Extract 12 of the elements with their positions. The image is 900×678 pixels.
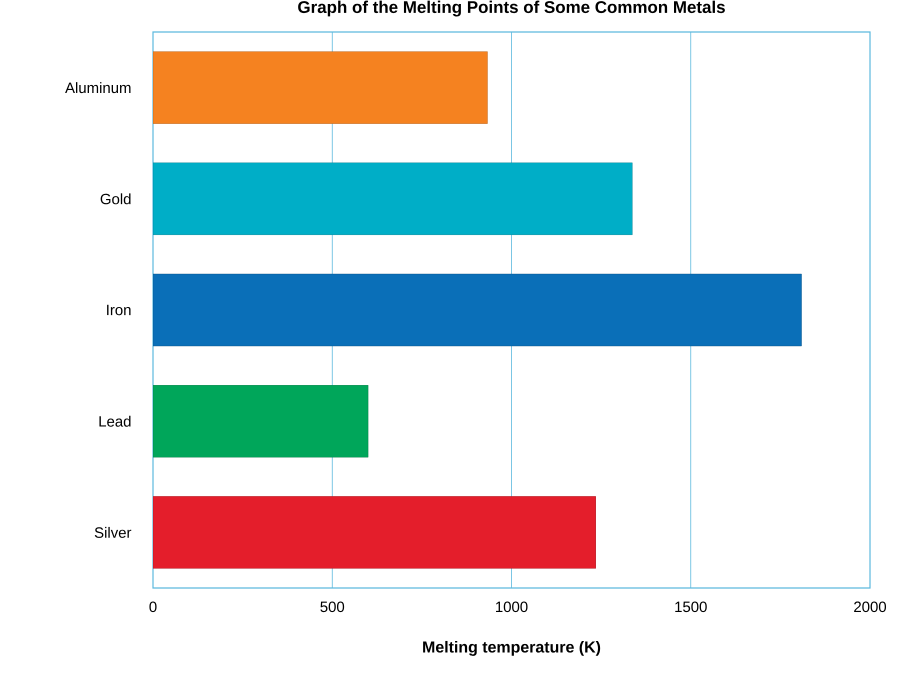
x-axis-title: Melting temperature (K) — [423, 640, 600, 656]
x-tick-label: 0 — [149, 602, 157, 612]
y-tick-label: Gold — [100, 193, 131, 204]
x-tick-label: 2000 — [854, 602, 886, 612]
y-tick-label: Lead — [99, 416, 131, 427]
y-tick-label: Silver — [94, 526, 132, 538]
x-tick-label: 1500 — [675, 602, 707, 612]
y-tick-label: Iron — [107, 304, 131, 316]
y-tick-label: Aluminum — [65, 82, 130, 94]
x-tick-label: 500 — [320, 602, 344, 612]
x-tick-label: 1000 — [496, 602, 528, 612]
chart-title: Graph of the Melting Points of Some Common Metals — [298, 0, 725, 17]
